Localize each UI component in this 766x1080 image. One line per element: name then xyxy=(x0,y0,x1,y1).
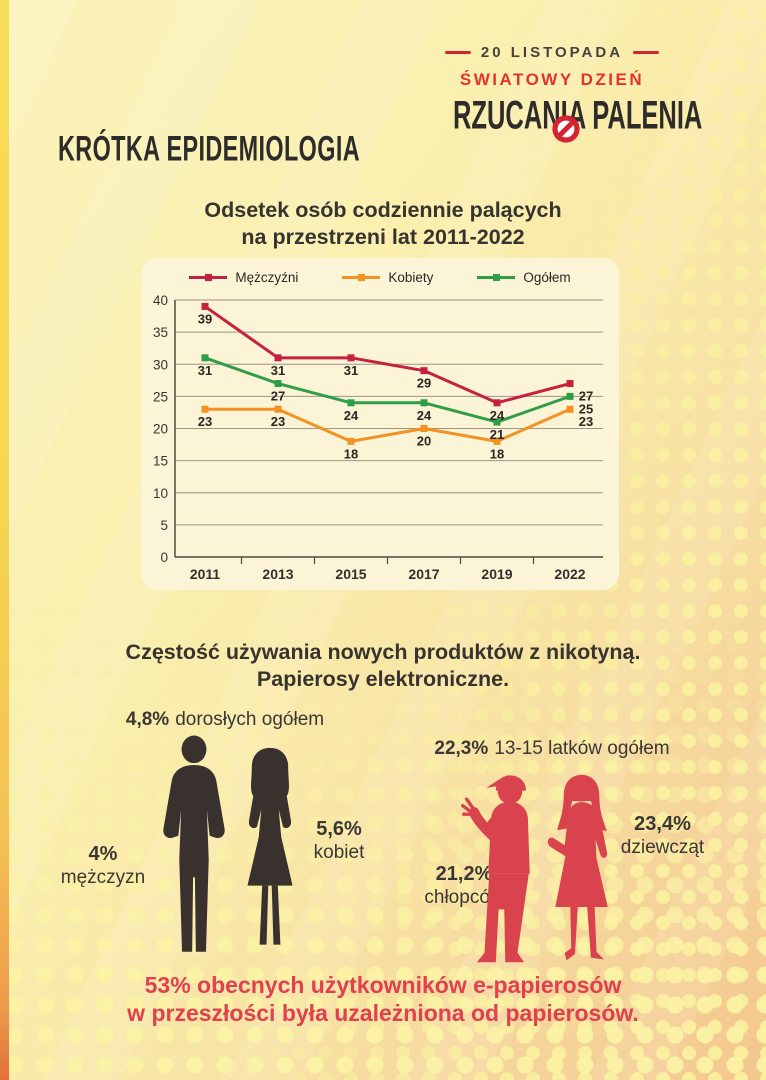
legend-swatch xyxy=(477,273,516,281)
svg-text:30: 30 xyxy=(153,357,168,372)
svg-text:31: 31 xyxy=(344,363,358,378)
svg-text:23: 23 xyxy=(271,414,285,429)
section1-heading: KRÓTKA EPIDEMIOLOGIA xyxy=(58,130,361,169)
event-date-text: 20 LISTOPADA xyxy=(480,44,624,61)
chart-title-line1: Odsetek osób codziennie palących xyxy=(204,198,562,222)
svg-text:0: 0 xyxy=(160,550,168,565)
left-accent-strip xyxy=(0,0,9,1080)
event-date: 20 LISTOPADA xyxy=(420,44,684,61)
svg-text:23: 23 xyxy=(579,414,593,429)
girls-value: 23,4% xyxy=(634,813,691,835)
svg-text:2011: 2011 xyxy=(190,566,221,582)
svg-text:27: 27 xyxy=(271,389,285,404)
svg-text:2013: 2013 xyxy=(262,566,293,582)
svg-text:24: 24 xyxy=(344,408,359,423)
chart-legend: Mężczyźni Kobiety Ogółem xyxy=(141,266,619,288)
no-smoking-icon xyxy=(552,115,580,143)
section2-title-line2: Papierosy elektroniczne. xyxy=(256,667,510,691)
chart-svg: 0 5 10 15 20 25 30 35 40 2011 2013 2015 2017 2019 2022… xyxy=(153,293,603,582)
svg-text:24: 24 xyxy=(417,408,432,423)
svg-text:2019: 2019 xyxy=(481,566,512,582)
legend-item: Ogółem xyxy=(477,269,571,285)
svg-text:2015: 2015 xyxy=(335,566,366,582)
adults-total-stat: 4,8% dorosłych ogółem xyxy=(75,708,375,731)
footnote-line2: w przeszłości była uzależniona od papier… xyxy=(127,1000,639,1026)
legend-label: Kobiety xyxy=(388,269,434,285)
svg-text:20: 20 xyxy=(417,434,431,449)
dash-right xyxy=(633,51,660,54)
footnote-line1: 53% obecnych użytkowników e-papierosów xyxy=(144,972,622,998)
svg-text:10: 10 xyxy=(153,486,168,501)
legend-item: Mężczyźni xyxy=(189,270,298,285)
teen-boy-silhouette-icon xyxy=(450,768,552,966)
section2-title-line1: Częstość używania nowych produktów z nik… xyxy=(125,640,641,664)
svg-text:18: 18 xyxy=(490,446,504,461)
event-subtitle: ŚWIATOWY DZIEŃ xyxy=(459,70,645,89)
svg-text:24: 24 xyxy=(490,408,505,423)
legend-item: Kobiety xyxy=(342,270,433,285)
teens-total-stat: 22,3% 13-15 latków ogółem xyxy=(400,737,704,760)
legend-swatch xyxy=(342,273,381,281)
svg-text:23: 23 xyxy=(198,414,212,429)
chart-title-line2: na przestrzeni lat 2011-2022 xyxy=(241,225,525,249)
teens-total-value: 22,3% xyxy=(434,738,489,759)
svg-text:18: 18 xyxy=(344,446,358,461)
teen-girl-silhouette-icon xyxy=(542,774,622,966)
svg-text:5: 5 xyxy=(160,518,168,533)
svg-text:21: 21 xyxy=(490,427,504,442)
girls-label: dziewcząt xyxy=(620,837,705,858)
event-logo: 20 LISTOPADA ŚWIATOWY DZIEŃ RZUCANIA PAL… xyxy=(420,44,702,143)
svg-text:31: 31 xyxy=(271,363,285,378)
legend-swatch xyxy=(189,273,228,281)
svg-text:25: 25 xyxy=(579,401,593,416)
adults-total-value: 4,8% xyxy=(125,709,170,730)
svg-text:20: 20 xyxy=(153,422,168,437)
girls-stat: 23,4% dziewcząt xyxy=(605,813,720,859)
svg-text:2022: 2022 xyxy=(554,566,585,582)
svg-text:35: 35 xyxy=(153,325,168,340)
svg-text:29: 29 xyxy=(417,376,431,391)
legend-label: Ogółem xyxy=(523,269,571,285)
chart-panel: Mężczyźni Kobiety Ogółem 0 5 10 15 20 25 30 35 40 2… xyxy=(141,258,619,590)
svg-text:31: 31 xyxy=(198,363,212,378)
svg-text:2017: 2017 xyxy=(408,566,439,582)
adults-total-label: dorosłych ogółem xyxy=(175,709,325,730)
svg-text:40: 40 xyxy=(153,293,168,308)
woman-silhouette-icon xyxy=(226,747,314,955)
dash-left xyxy=(444,51,471,54)
teens-total-label: 13-15 latków ogółem xyxy=(494,738,670,759)
legend-label: Mężczyźni xyxy=(235,269,299,285)
svg-text:39: 39 xyxy=(198,311,212,326)
svg-text:25: 25 xyxy=(153,389,168,404)
svg-text:15: 15 xyxy=(153,454,168,469)
